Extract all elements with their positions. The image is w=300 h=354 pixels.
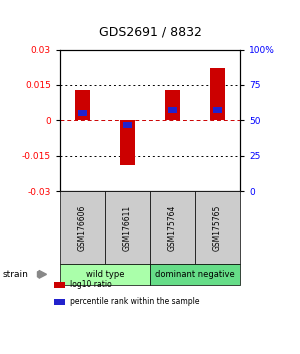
- Text: GSM176606: GSM176606: [78, 204, 87, 251]
- Bar: [123, 122, 132, 128]
- Bar: [75, 90, 90, 120]
- Text: log10 ratio: log10 ratio: [70, 280, 112, 290]
- Text: wild type: wild type: [86, 270, 124, 279]
- Bar: [120, 120, 135, 165]
- Bar: [210, 68, 225, 120]
- Text: GSM176611: GSM176611: [123, 204, 132, 251]
- Bar: [78, 110, 87, 115]
- Text: GDS2691 / 8832: GDS2691 / 8832: [99, 26, 201, 39]
- Bar: [168, 108, 177, 113]
- Text: GSM175765: GSM175765: [213, 204, 222, 251]
- Bar: [213, 108, 222, 113]
- Text: dominant negative: dominant negative: [155, 270, 235, 279]
- Text: percentile rank within the sample: percentile rank within the sample: [70, 297, 200, 307]
- Bar: [165, 90, 180, 120]
- Text: strain: strain: [3, 270, 29, 279]
- Text: GSM175764: GSM175764: [168, 204, 177, 251]
